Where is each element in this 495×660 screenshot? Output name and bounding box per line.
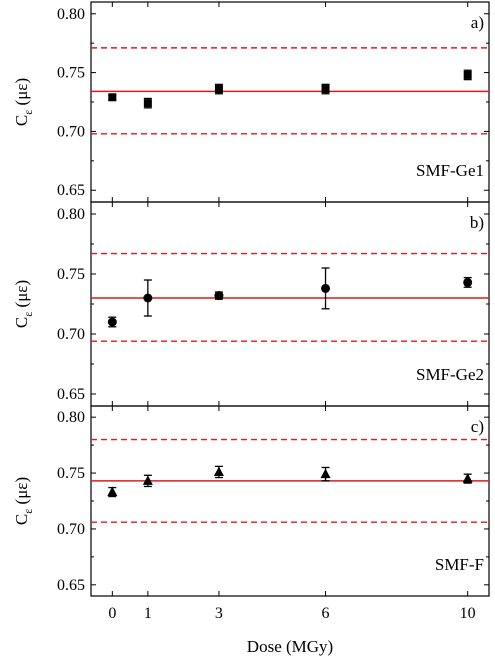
y-tick-label: 0.70: [57, 326, 85, 343]
data-point: [463, 70, 472, 79]
y-axis-label-unit: (με): [12, 280, 31, 312]
y-axis-label: Cε (με): [12, 477, 35, 525]
y-tick-label: 0.80: [57, 206, 85, 223]
data-point: [142, 475, 153, 485]
y-tick-label: 0.80: [57, 6, 85, 23]
data-point: [108, 93, 117, 102]
panel-a: 0.65 0.70 0.75 0.80 Cε (με) a) SMF-Ge1: [12, 1, 490, 203]
data-point: [107, 486, 118, 497]
y-axis-label-main: C: [12, 514, 31, 525]
y-tick-label: 0.65: [57, 386, 85, 403]
y-tick-label: 0.80: [57, 409, 85, 426]
y-tick-label: 0.70: [57, 521, 85, 538]
x-axis-label: Dose (MGy): [247, 637, 333, 656]
data-point: [462, 473, 473, 483]
x-tick-label: 1: [144, 605, 152, 622]
x-tick-label: 10: [460, 605, 476, 622]
panel-letter: a): [471, 13, 484, 32]
y-tick-label: 0.65: [57, 577, 85, 594]
x-tick-label: 0: [108, 605, 116, 622]
y-tick-label: 0.65: [57, 182, 85, 199]
y-axis-label-subscript: ε: [21, 509, 35, 514]
data-point: [321, 85, 330, 94]
data-point: [214, 291, 224, 301]
data-point: [143, 99, 152, 108]
sample-label: SMF-F: [435, 555, 484, 574]
panels: 0.65 0.70 0.75 0.80 Cε (με) a) SMF-Ge1 0.65 0.70…: [12, 1, 490, 622]
sample-label: SMF-Ge1: [416, 161, 484, 180]
y-axis-label-subscript: ε: [21, 312, 35, 317]
y-axis-label-unit: (με): [12, 78, 31, 110]
data-point: [214, 85, 223, 94]
x-tick-label: 6: [322, 605, 330, 622]
data-point: [463, 277, 473, 287]
y-axis-label-main: C: [12, 317, 31, 328]
y-axis-label-main: C: [12, 115, 31, 126]
y-tick-label: 0.75: [57, 266, 85, 283]
sample-label: SMF-Ge2: [416, 365, 484, 384]
y-tick-label: 0.75: [57, 465, 85, 482]
panel-letter: b): [470, 213, 484, 232]
data-point: [321, 283, 331, 293]
y-axis-label-subscript: ε: [21, 110, 35, 115]
panel-b: 0.65 0.70 0.75 0.80 Cε (με) b) SMF-Ge2: [12, 201, 490, 407]
panel-c: 0.65 0.70 0.75 0.80 0 1 3 6 10 Cε (με) c) SMF-F: [12, 405, 490, 622]
y-tick-label: 0.75: [57, 65, 85, 82]
data-point: [320, 468, 331, 479]
x-tick-label: 3: [215, 605, 223, 622]
y-tick-label: 0.70: [57, 123, 85, 140]
data-point: [143, 293, 153, 303]
data-point: [213, 466, 224, 476]
y-axis-label: Cε (με): [12, 78, 35, 126]
y-axis-label-unit: (με): [12, 477, 31, 509]
plot-frame: [90, 405, 490, 597]
data-point: [107, 317, 117, 327]
panel-letter: c): [471, 417, 484, 436]
y-axis-label: Cε (με): [12, 280, 35, 328]
